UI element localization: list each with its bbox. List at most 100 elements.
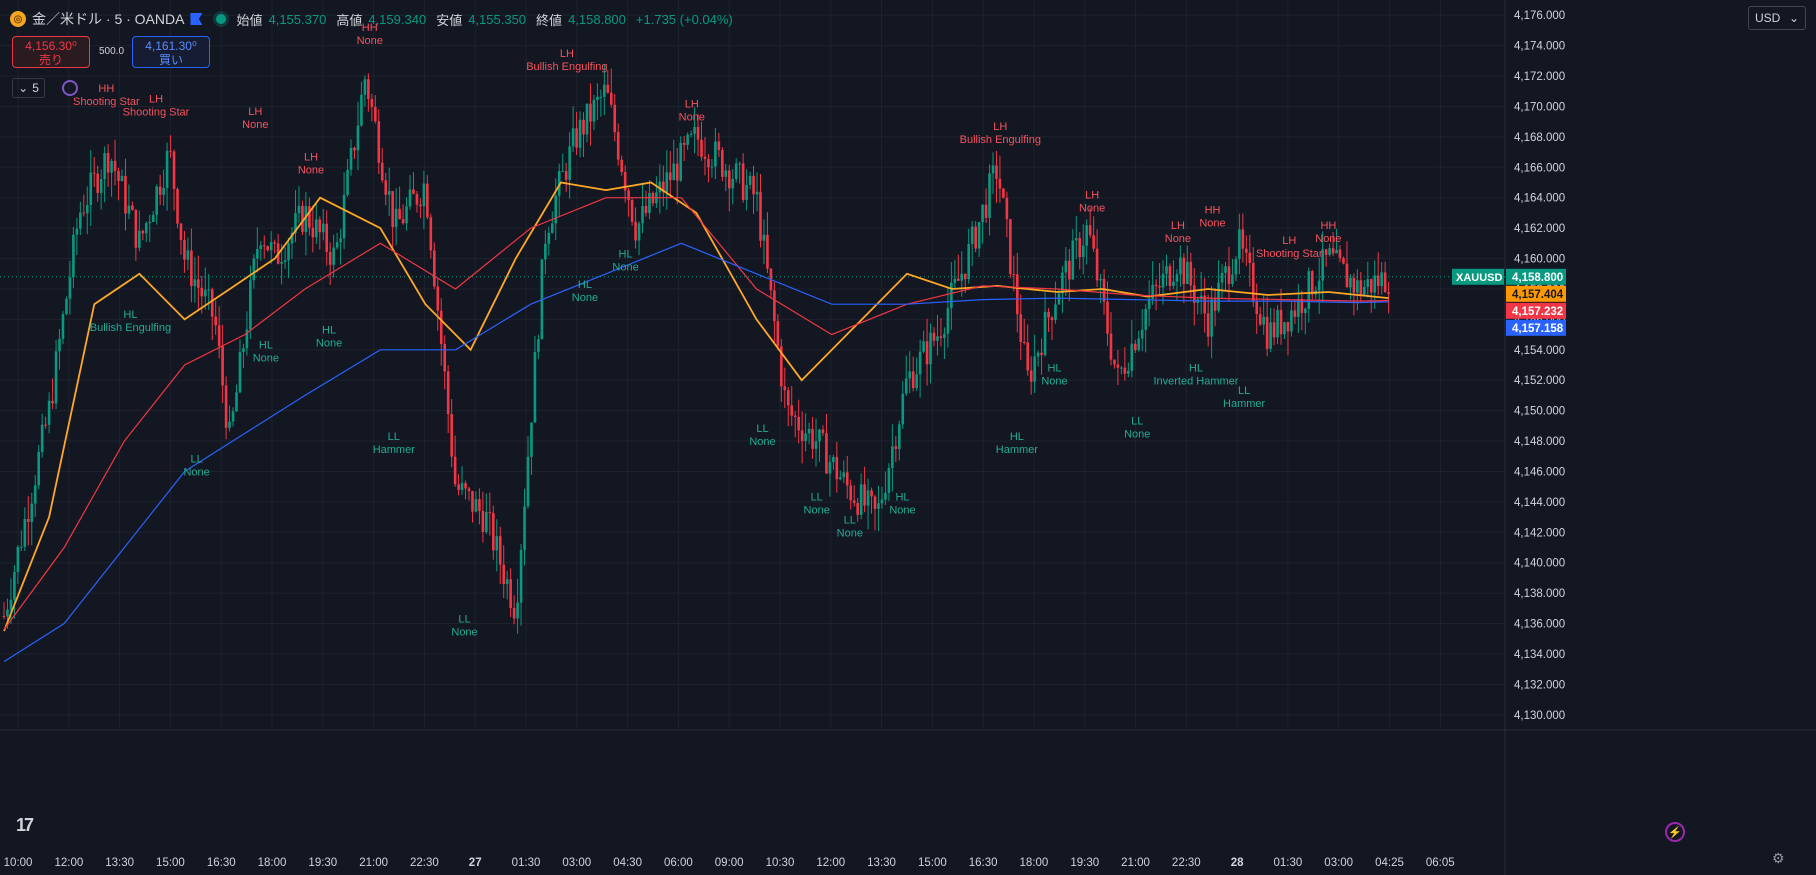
candle-body bbox=[183, 240, 186, 260]
annotation-top: HH bbox=[1205, 205, 1221, 217]
candle-body bbox=[1317, 280, 1321, 291]
candle-body bbox=[37, 451, 41, 486]
candle-body bbox=[915, 374, 918, 389]
candle-body bbox=[1106, 301, 1109, 334]
flag-icon[interactable] bbox=[190, 13, 203, 25]
annotation-bottom: Shooting Star bbox=[123, 107, 190, 119]
tradingview-logo-icon[interactable]: 17 bbox=[16, 815, 34, 835]
candle-body bbox=[1258, 314, 1262, 325]
candle-body bbox=[1307, 271, 1311, 309]
x-tick-label: 01:30 bbox=[512, 857, 541, 869]
candle-body bbox=[457, 484, 460, 490]
candle-body bbox=[641, 205, 644, 224]
annotation-top: LL bbox=[191, 454, 203, 466]
candle-body bbox=[724, 170, 728, 177]
candle-body bbox=[939, 336, 943, 339]
interval-selector[interactable]: ⌄ 5 bbox=[12, 78, 45, 98]
candle-body bbox=[877, 503, 880, 509]
candle-body bbox=[630, 200, 634, 222]
candle-body bbox=[353, 147, 356, 151]
candle-body bbox=[866, 490, 870, 506]
price-label-box bbox=[1506, 319, 1566, 336]
candle-body bbox=[1182, 257, 1186, 285]
candle-body bbox=[1248, 252, 1252, 263]
sell-price: 4,156.30⁰ bbox=[25, 39, 77, 53]
candle-body bbox=[1123, 367, 1127, 374]
candle-body bbox=[40, 424, 44, 452]
candle-body bbox=[47, 400, 51, 425]
candle-body bbox=[1102, 278, 1106, 302]
annotation-bottom: None bbox=[1041, 375, 1067, 387]
candle-body bbox=[606, 84, 610, 93]
candle-body bbox=[148, 221, 152, 224]
y-tick-label: 4,174.000 bbox=[1514, 41, 1565, 53]
annotation-top: HL bbox=[259, 340, 273, 352]
gear-icon[interactable]: ⚙ bbox=[1772, 850, 1785, 866]
annotation-bottom: None bbox=[837, 527, 863, 539]
currency-selector[interactable]: USD ⌄ bbox=[1748, 6, 1806, 30]
candle-body bbox=[523, 506, 526, 550]
y-tick-label: 4,162.000 bbox=[1514, 223, 1565, 235]
candle-body bbox=[426, 183, 429, 218]
x-tick-label: 22:30 bbox=[410, 857, 439, 869]
candle-body bbox=[214, 316, 217, 326]
candle-body bbox=[349, 147, 353, 170]
candle-body bbox=[686, 134, 689, 145]
candle-body bbox=[1217, 282, 1220, 311]
candle-body bbox=[689, 133, 693, 135]
annotation-bottom: None bbox=[749, 436, 775, 448]
candle-body bbox=[1168, 266, 1172, 287]
annotation-bottom: None bbox=[1199, 218, 1225, 230]
candle-body bbox=[842, 472, 846, 478]
candle-body bbox=[946, 308, 950, 334]
price-label-box bbox=[1506, 285, 1566, 302]
candle-body bbox=[315, 219, 318, 238]
sell-button[interactable]: 4,156.30⁰ 売り bbox=[12, 36, 90, 68]
candle-body bbox=[1140, 329, 1144, 339]
candle-body bbox=[512, 607, 516, 619]
sync-icon[interactable] bbox=[62, 80, 78, 96]
price-label-text: 4,158.800 bbox=[1512, 272, 1563, 284]
candle-body bbox=[79, 212, 82, 229]
candle-body bbox=[891, 446, 894, 469]
candle-body bbox=[898, 424, 901, 449]
candle-body bbox=[16, 547, 20, 572]
candle-body bbox=[682, 142, 686, 145]
candle-body bbox=[887, 468, 891, 493]
candle-body bbox=[568, 146, 571, 180]
symbol-tag-text: XAUUSD bbox=[1456, 272, 1503, 284]
annotation-bottom: None bbox=[679, 111, 705, 123]
candle-body bbox=[1366, 279, 1370, 288]
annotation-top: HL bbox=[1047, 362, 1061, 374]
candle-body bbox=[138, 230, 141, 248]
annotation-bottom: Bullish Engulfing bbox=[526, 61, 607, 73]
open-label: 始値 bbox=[236, 12, 263, 28]
lightning-icon[interactable]: ⚡ bbox=[1665, 822, 1685, 842]
x-tick-label: 19:30 bbox=[1070, 857, 1099, 869]
candle-body bbox=[1154, 284, 1158, 287]
candle-body bbox=[1019, 314, 1023, 342]
candle-body bbox=[1064, 260, 1068, 273]
candle-body bbox=[1345, 263, 1349, 288]
candle-body bbox=[908, 371, 912, 379]
y-tick-label: 4,130.000 bbox=[1514, 710, 1565, 722]
x-tick-label: 06:00 bbox=[664, 857, 693, 869]
y-tick-label: 4,148.000 bbox=[1514, 436, 1565, 448]
price-label-box bbox=[1506, 268, 1566, 285]
buy-button[interactable]: 4,161.30⁰ 買い bbox=[132, 36, 210, 68]
candle-body bbox=[745, 184, 748, 200]
candle-body bbox=[998, 178, 1002, 189]
candle-body bbox=[412, 189, 415, 194]
annotation-bottom: None bbox=[451, 626, 477, 638]
candle-body bbox=[825, 433, 828, 474]
candle-body bbox=[1186, 261, 1189, 285]
symbol-title[interactable]: 金／米ドル · 5 · OANDA bbox=[32, 11, 185, 27]
annotation-bottom: None bbox=[889, 505, 915, 517]
candle-body bbox=[332, 247, 335, 265]
candle-body bbox=[901, 393, 905, 425]
annotation-bottom: Bullish Engulfing bbox=[90, 322, 171, 334]
candle-body bbox=[748, 175, 752, 185]
candle-body bbox=[1297, 298, 1300, 317]
